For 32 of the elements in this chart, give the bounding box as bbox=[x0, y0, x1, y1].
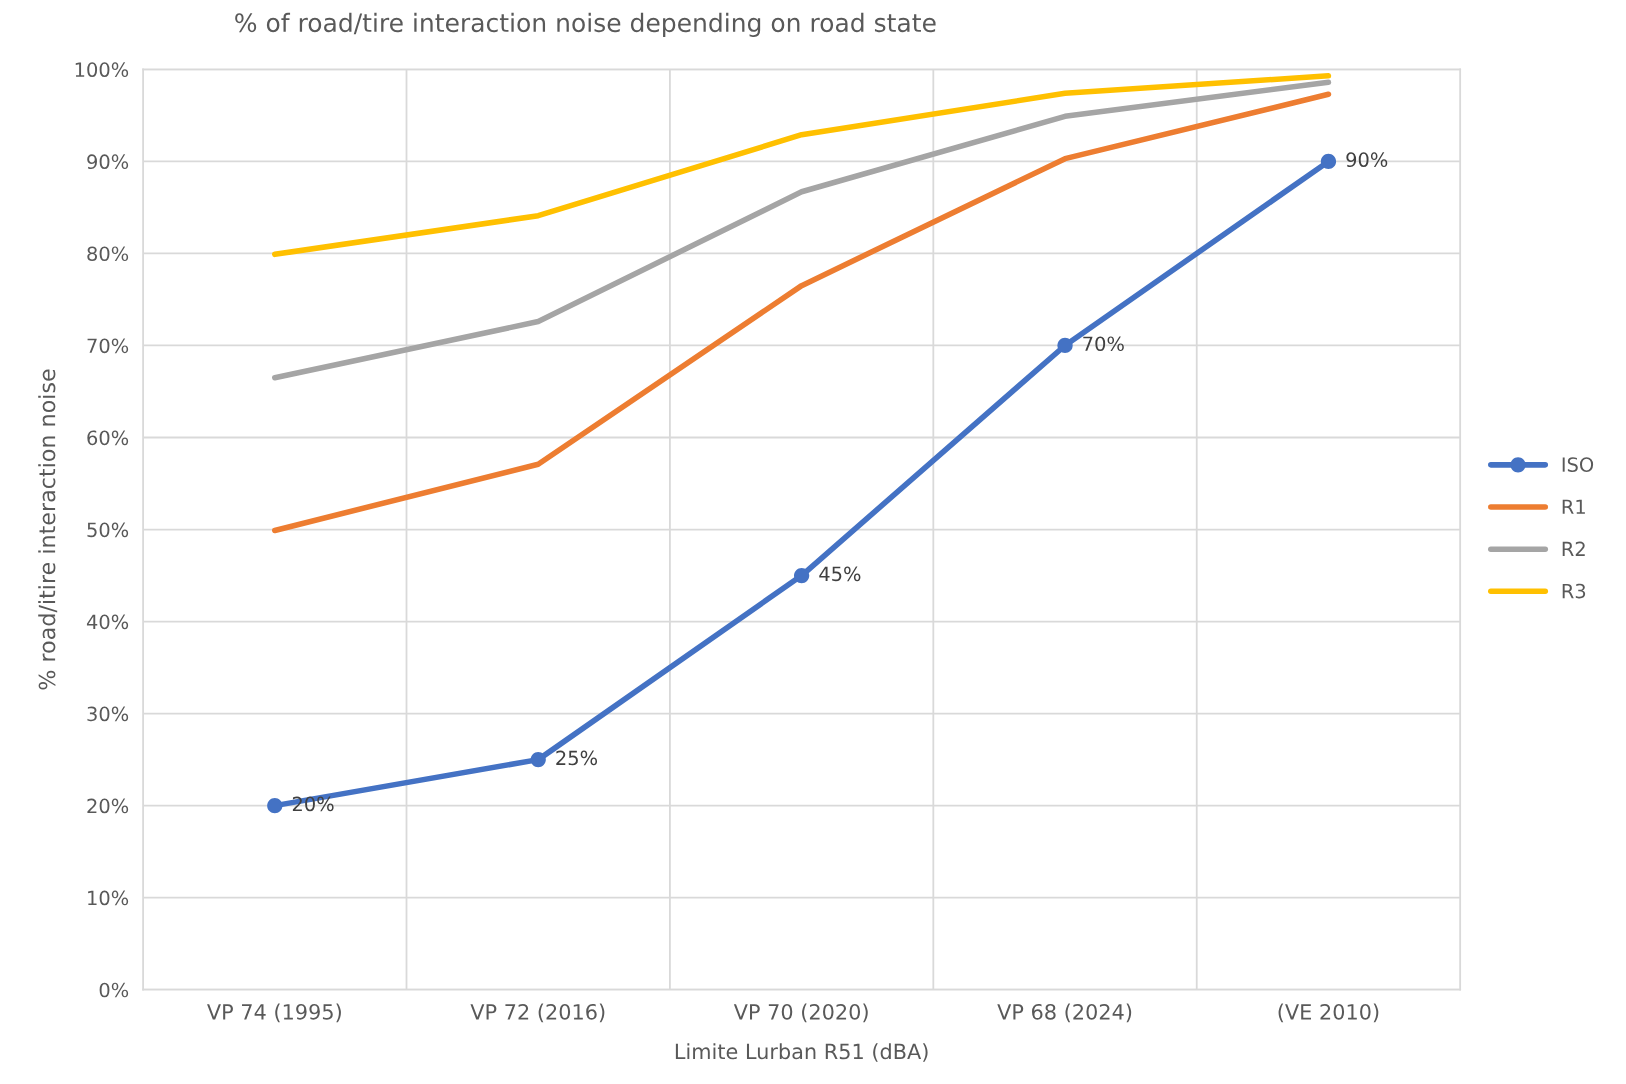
point bbox=[1320, 153, 1337, 170]
legend-label: R3 bbox=[1562, 583, 1586, 599]
y-tick-label: 30% bbox=[87, 706, 129, 722]
y-tick-label: 0% bbox=[99, 982, 129, 998]
y-tick-label: 80% bbox=[87, 246, 129, 262]
y-axis-title: % road/itire interaction noise bbox=[38, 369, 58, 690]
y-tick-label: 70% bbox=[87, 338, 129, 354]
y-tick-label: 90% bbox=[87, 154, 129, 170]
x-tick-label: VP 72 (2016) bbox=[470, 1003, 605, 1023]
x-tick-label: VP 74 (1995) bbox=[207, 1003, 341, 1023]
y-tick-label: 20% bbox=[87, 798, 129, 814]
point bbox=[530, 751, 546, 768]
point bbox=[1057, 337, 1073, 354]
x-tick-label: VP 68 (2024) bbox=[997, 1003, 1132, 1023]
y-tick-label: 100% bbox=[75, 62, 129, 78]
legend-label: ISO bbox=[1562, 457, 1594, 472]
y-tick-label: 60% bbox=[87, 430, 129, 446]
legend-label: R1 bbox=[1562, 499, 1585, 514]
y-tick-label: 40% bbox=[86, 614, 129, 630]
x-tick-label: VP 70 (2020) bbox=[733, 1003, 868, 1023]
point bbox=[793, 567, 810, 584]
x-tick-label: (VE 2010) bbox=[1278, 1003, 1379, 1023]
y-tick-label: 10% bbox=[88, 890, 129, 906]
data-label: 25% bbox=[556, 750, 598, 766]
point bbox=[267, 797, 283, 814]
y-tick-label: 50% bbox=[87, 522, 129, 538]
chart-title: % of road/tire interaction noise depending on road state bbox=[235, 12, 936, 38]
data-label: 70% bbox=[1083, 336, 1124, 352]
data-label: 45% bbox=[819, 566, 861, 582]
data-label: 90% bbox=[1346, 152, 1388, 168]
legend-label: R2 bbox=[1562, 541, 1585, 556]
x-axis-title: Limite Lurban R51 (dBA) bbox=[675, 1043, 928, 1062]
